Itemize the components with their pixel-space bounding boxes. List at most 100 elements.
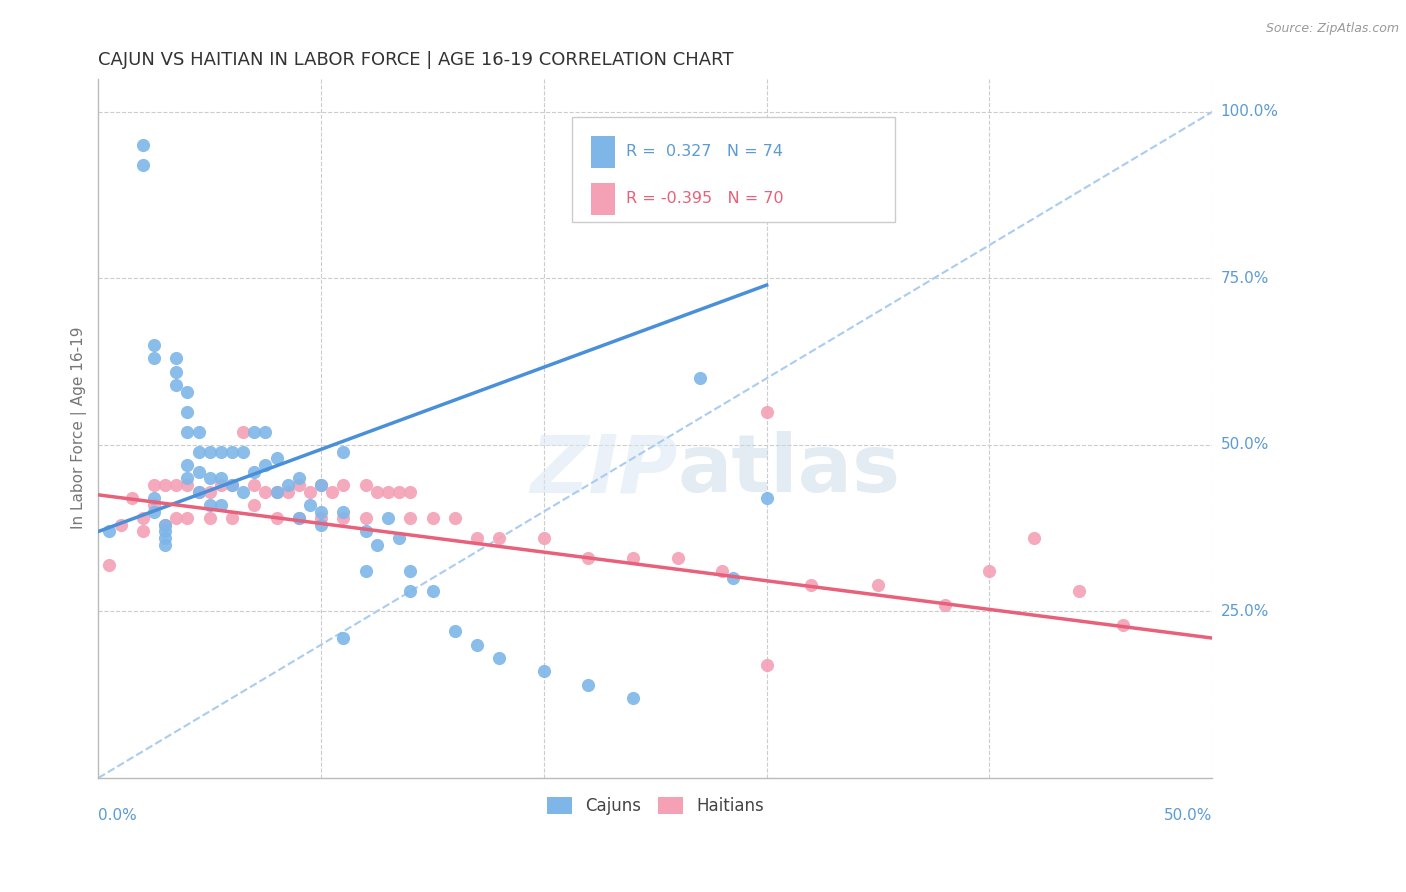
Point <box>934 598 956 612</box>
Point <box>399 565 422 579</box>
Point <box>254 484 277 499</box>
Point <box>132 511 155 525</box>
Point <box>321 484 343 499</box>
Point <box>153 524 176 539</box>
Point <box>422 511 444 525</box>
Point <box>153 478 176 492</box>
Point <box>332 478 354 492</box>
Point <box>243 465 266 479</box>
Point <box>198 471 221 485</box>
Point <box>388 484 411 499</box>
Point <box>143 491 166 506</box>
Point <box>277 484 299 499</box>
Point <box>422 584 444 599</box>
Point <box>176 471 198 485</box>
Point <box>254 425 277 439</box>
Point <box>243 498 266 512</box>
Text: 50.0%: 50.0% <box>1220 437 1268 452</box>
Point <box>377 484 399 499</box>
Point <box>755 491 778 506</box>
Point <box>165 365 187 379</box>
Text: ZIP: ZIP <box>530 431 678 509</box>
Point <box>110 517 132 532</box>
Point <box>388 531 411 545</box>
Point <box>209 444 232 458</box>
Point <box>266 511 288 525</box>
Text: R =  0.327   N = 74: R = 0.327 N = 74 <box>626 145 783 160</box>
Point <box>176 458 198 472</box>
Point <box>354 565 377 579</box>
Point <box>533 665 555 679</box>
Point <box>165 351 187 366</box>
Point <box>533 531 555 545</box>
Point <box>187 484 209 499</box>
Point <box>354 524 377 539</box>
Point <box>366 484 388 499</box>
Point <box>98 524 121 539</box>
Point <box>243 425 266 439</box>
Point <box>309 511 332 525</box>
Text: 0.0%: 0.0% <box>98 808 138 823</box>
Point <box>689 371 711 385</box>
Point <box>198 511 221 525</box>
Point <box>309 504 332 518</box>
Point <box>143 498 166 512</box>
Point <box>666 551 689 566</box>
Point <box>298 498 321 512</box>
Point <box>288 471 311 485</box>
Point <box>578 551 600 566</box>
Point <box>266 484 288 499</box>
Point <box>187 484 209 499</box>
Point <box>176 384 198 399</box>
Text: 50.0%: 50.0% <box>1164 808 1212 823</box>
Point <box>1022 531 1045 545</box>
Point <box>132 524 155 539</box>
Point <box>165 378 187 392</box>
Point <box>198 444 221 458</box>
Point <box>399 584 422 599</box>
Point <box>243 478 266 492</box>
Point <box>132 158 155 172</box>
Point <box>1067 584 1090 599</box>
Point <box>800 578 823 592</box>
Point <box>377 511 399 525</box>
Point <box>366 538 388 552</box>
Y-axis label: In Labor Force | Age 16-19: In Labor Force | Age 16-19 <box>72 327 87 530</box>
Text: R = -0.395   N = 70: R = -0.395 N = 70 <box>626 192 785 206</box>
Point <box>232 484 254 499</box>
Point <box>209 478 232 492</box>
Point <box>332 511 354 525</box>
Point <box>309 478 332 492</box>
Point <box>232 425 254 439</box>
Point <box>277 478 299 492</box>
Point <box>153 538 176 552</box>
Point <box>711 565 734 579</box>
Point <box>578 678 600 692</box>
Point <box>309 517 332 532</box>
Point <box>298 484 321 499</box>
Text: CAJUN VS HAITIAN IN LABOR FORCE | AGE 16-19 CORRELATION CHART: CAJUN VS HAITIAN IN LABOR FORCE | AGE 16… <box>98 51 734 69</box>
Point <box>187 425 209 439</box>
Point <box>209 471 232 485</box>
Point <box>354 478 377 492</box>
Point <box>399 511 422 525</box>
Point <box>176 404 198 418</box>
Point <box>288 511 311 525</box>
Text: 100.0%: 100.0% <box>1220 104 1278 120</box>
Point <box>221 511 243 525</box>
Point <box>165 511 187 525</box>
Point <box>488 651 510 665</box>
Point <box>621 691 644 706</box>
Point <box>221 478 243 492</box>
Point <box>165 478 187 492</box>
Point <box>288 511 311 525</box>
Point <box>98 558 121 572</box>
Point <box>332 444 354 458</box>
Point <box>443 624 465 639</box>
Point <box>755 657 778 672</box>
Point <box>143 504 166 518</box>
Point <box>153 517 176 532</box>
Point <box>354 511 377 525</box>
Point <box>309 478 332 492</box>
Point <box>176 511 198 525</box>
